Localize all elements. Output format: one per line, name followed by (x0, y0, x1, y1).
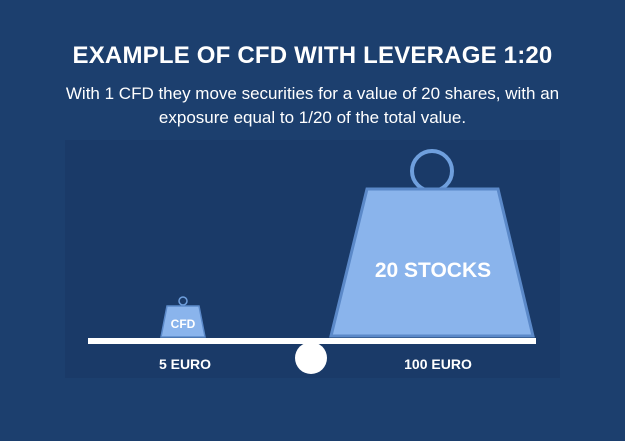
small-weight-label: CFD (171, 317, 196, 331)
large-weight (329, 187, 535, 338)
small-weight (160, 305, 206, 338)
fulcrum (295, 342, 327, 374)
diagram-subtitle: With 1 CFD they move securities for a va… (65, 84, 560, 127)
diagram-title: EXAMPLE OF CFD WITH LEVERAGE 1:20 (72, 42, 553, 69)
small-weight-ring (178, 296, 188, 306)
left-value-label: 5 EURO (159, 356, 211, 372)
large-weight-label: 20 STOCKS (375, 259, 491, 282)
scale-beam (88, 338, 536, 344)
right-value-label: 100 EURO (404, 356, 472, 372)
